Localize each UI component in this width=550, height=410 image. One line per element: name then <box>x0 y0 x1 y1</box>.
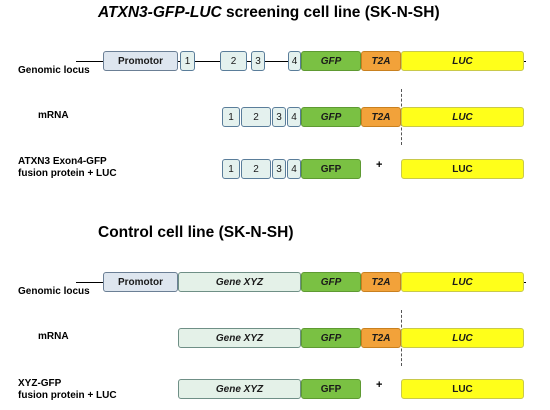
exon-2-box-genomic: 2 <box>220 51 247 71</box>
exon-4-box-protein: 4 <box>287 159 301 179</box>
gfp-box-mrna-2: GFP <box>301 328 361 348</box>
t2a-box-mrna-1: T2A <box>361 107 401 127</box>
luc-box-mrna-1: LUC <box>401 107 524 127</box>
mrna-label-1: mRNA <box>38 110 69 121</box>
promotor-box-1: Promotor <box>103 51 178 71</box>
luc-box-protein-1: LUC <box>401 159 524 179</box>
gene-xyz-box-genomic: Gene XYZ <box>178 272 301 292</box>
luc-box-genomic-1: LUC <box>401 51 524 71</box>
luc-box-protein-2: LUC <box>401 379 524 399</box>
exon-1-box-genomic: 1 <box>180 51 195 71</box>
protein-label-2a: XYZ-GFP <box>18 378 62 389</box>
exon-4-box-mrna: 4 <box>287 107 301 127</box>
gfp-box-protein-2: GFP <box>301 379 361 399</box>
plus-sign-2: + <box>376 379 383 391</box>
exon-3-box-protein: 3 <box>272 159 286 179</box>
exon-2-box-mrna: 2 <box>241 107 271 127</box>
exon-3-box-mrna: 3 <box>272 107 286 127</box>
exon-1-box-mrna: 1 <box>222 107 240 127</box>
exon-4-box-genomic: 4 <box>288 51 301 71</box>
mrna-label-2: mRNA <box>38 331 69 342</box>
protein-label-2b: fusion protein + LUC <box>18 390 117 401</box>
gfp-box-mrna-1: GFP <box>301 107 361 127</box>
section1-title: ATXN3-GFP-LUC screening cell line (SK-N-… <box>98 4 440 21</box>
gfp-box-genomic-2: GFP <box>301 272 361 292</box>
protein-label-1a: ATXN3 Exon4-GFP <box>18 156 107 167</box>
gfp-box-genomic-1: GFP <box>301 51 361 71</box>
gene-xyz-box-protein: Gene XYZ <box>178 379 301 399</box>
exon-2-box-protein: 2 <box>241 159 271 179</box>
plus-sign-1: + <box>376 159 383 171</box>
genomic-locus-label-1: Genomic locus <box>18 65 90 76</box>
exon-3-box-genomic: 3 <box>251 51 265 71</box>
luc-box-genomic-2: LUC <box>401 272 524 292</box>
section2-title: Control cell line (SK-N-SH) <box>98 224 294 241</box>
gene-xyz-box-mrna: Gene XYZ <box>178 328 301 348</box>
luc-box-mrna-2: LUC <box>401 328 524 348</box>
promotor-box-2: Promotor <box>103 272 178 292</box>
t2a-box-mrna-2: T2A <box>361 328 401 348</box>
t2a-box-genomic-1: T2A <box>361 51 401 71</box>
protein-label-1b: fusion protein + LUC <box>18 168 117 179</box>
t2a-box-genomic-2: T2A <box>361 272 401 292</box>
genomic-locus-label-2: Genomic locus <box>18 286 90 297</box>
gfp-box-protein-1: GFP <box>301 159 361 179</box>
exon-1-box-protein: 1 <box>222 159 240 179</box>
